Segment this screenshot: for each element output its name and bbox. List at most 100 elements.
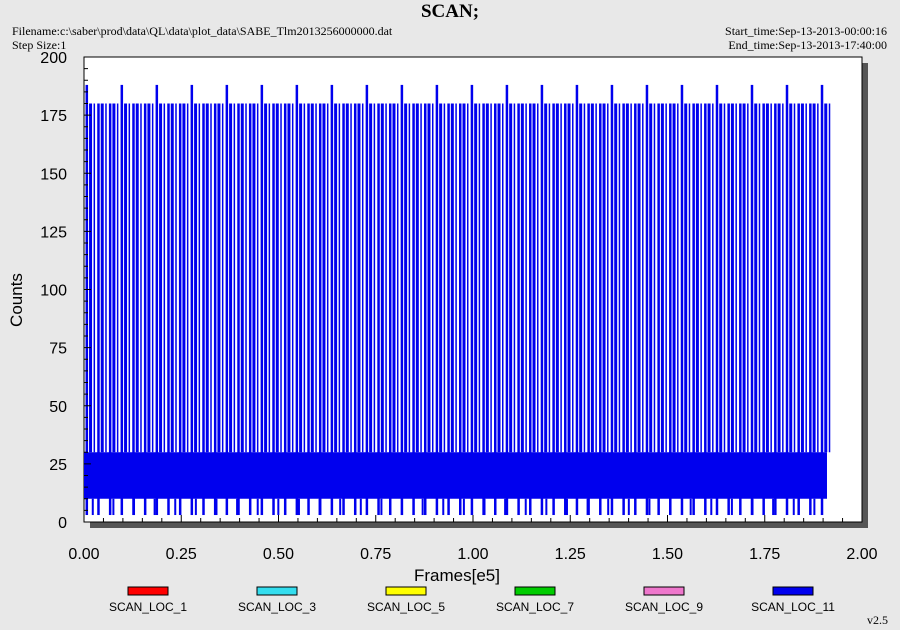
series-scan-loc-11-spike <box>268 103 271 453</box>
x-tick-label: 1.75 <box>749 546 780 563</box>
series-scan-loc-11-spike <box>735 103 737 453</box>
series-scan-loc-11-spike <box>723 103 726 453</box>
series-scan-loc-11-spike <box>202 103 205 516</box>
series-scan-loc-11-spike <box>420 103 422 453</box>
start-time-label: Start_time:Sep-13-2013-00:00:16 <box>725 24 887 38</box>
series-scan-loc-11-spike <box>754 103 758 453</box>
filename-label: Filename:c:\saber\prod\data\QL\data\plot… <box>12 24 393 38</box>
series-scan-loc-11-spike <box>120 84 124 516</box>
series-scan-loc-11-spike <box>537 103 539 453</box>
y-tick-label: 100 <box>40 283 67 300</box>
series-scan-loc-11-spike <box>135 103 139 453</box>
series-scan-loc-11-dip <box>421 498 424 516</box>
series-scan-loc-11-spike <box>427 103 431 453</box>
series-scan-loc-11-spike <box>210 103 212 453</box>
series-scan-loc-11-spike <box>525 103 527 453</box>
series-scan-loc-11-dip <box>133 498 136 516</box>
series-scan-loc-11-spike <box>385 103 387 453</box>
series-scan-loc-11-spike <box>182 103 186 453</box>
x-tick-label: 0.75 <box>360 546 391 563</box>
series-scan-loc-11-spike <box>599 103 602 516</box>
series-scan-loc-11-spike <box>112 103 116 453</box>
series-scan-loc-11-spike <box>260 84 264 516</box>
series-scan-loc-11-spike <box>567 103 571 453</box>
series-scan-loc-11-spike <box>205 103 209 453</box>
series-scan-loc-11-spike <box>151 103 154 453</box>
end-time-label: End_time:Sep-13-2013-17:40:00 <box>728 38 887 52</box>
series-scan-loc-11-dip <box>380 498 383 516</box>
legend-swatch <box>514 586 556 596</box>
series-scan-loc-11-dip <box>174 498 177 516</box>
step-size-label: Step Size:1 <box>12 38 67 52</box>
series-scan-loc-11-spike <box>478 103 481 453</box>
legend-label: SCAN_LOC_1 <box>109 600 187 614</box>
series-scan-loc-11-dip <box>565 498 568 516</box>
series-scan-loc-11-spike <box>657 103 660 516</box>
series-scan-loc-11-spike <box>190 84 194 516</box>
series-scan-loc-11-spike <box>143 103 147 516</box>
series-scan-loc-11-dip <box>710 498 713 516</box>
series-scan-loc-11-spike <box>100 103 104 453</box>
x-tick-label: 0.25 <box>166 546 197 563</box>
series-scan-loc-11-spike <box>560 103 562 453</box>
series-scan-loc-11-spike <box>170 103 174 453</box>
series-scan-loc-11-spike <box>423 103 427 516</box>
series-scan-loc-11-spike <box>159 103 163 453</box>
series-scan-loc-11-spike <box>264 103 268 453</box>
series-scan-loc-11-spike <box>256 103 259 453</box>
series-scan-loc-11-spike <box>642 103 644 453</box>
series-scan-loc-11-dip <box>545 498 548 516</box>
series-scan-loc-11-dip <box>462 498 465 516</box>
series-scan-loc-11-spike <box>93 103 96 453</box>
series-scan-loc-11-spike <box>700 103 702 453</box>
y-tick-label: 25 <box>49 457 67 474</box>
series-scan-loc-11-spike <box>326 103 329 453</box>
series-scan-loc-11-spike <box>357 103 361 453</box>
series-scan-loc-11-spike <box>824 103 828 453</box>
series-scan-loc-11-spike <box>677 103 679 453</box>
series-scan-loc-11-spike <box>482 103 485 516</box>
chart-title: SCAN; <box>420 1 480 22</box>
series-scan-loc-11-spike <box>602 103 606 453</box>
series-scan-loc-11-spike <box>400 84 404 516</box>
series-scan-loc-11-spike <box>540 84 544 516</box>
series-scan-loc-11-spike <box>365 84 369 516</box>
series-scan-loc-11-dip <box>792 498 795 516</box>
series-scan-loc-11-spike <box>474 103 478 453</box>
series-scan-loc-11-spike <box>458 103 462 516</box>
series-scan-loc-11-spike <box>610 84 614 516</box>
series-scan-loc-11-spike <box>272 103 275 516</box>
series-scan-loc-11-spike <box>715 84 719 516</box>
series-scan-loc-11-spike <box>812 103 816 453</box>
version-label: v2.5 <box>867 613 888 627</box>
series-scan-loc-11-spike <box>237 103 240 516</box>
series-scan-loc-11-spike <box>529 103 532 516</box>
series-scan-loc-11-dip <box>504 498 507 516</box>
series-scan-loc-11-spike <box>637 103 641 453</box>
series-scan-loc-11-spike <box>497 103 501 453</box>
series-scan-loc-11-spike <box>544 103 548 453</box>
series-scan-loc-11-dip <box>689 498 692 516</box>
series-scan-loc-11-dip <box>318 498 321 516</box>
series-scan-loc-11-dip <box>524 498 527 516</box>
series-scan-loc-11-spike <box>762 103 765 516</box>
series-scan-loc-11-spike <box>634 103 637 516</box>
series-scan-loc-11-spike <box>128 103 131 453</box>
y-axis-label: Counts <box>7 273 26 327</box>
series-scan-loc-11-spike <box>350 103 352 453</box>
series-scan-loc-11-dip <box>483 498 486 516</box>
series-scan-loc-11-spike <box>213 103 217 516</box>
series-scan-loc-11-spike <box>505 84 509 516</box>
series-scan-loc-11-spike <box>450 103 454 453</box>
legend-swatch <box>127 586 169 596</box>
series-scan-loc-11-spike <box>750 84 754 516</box>
series-scan-loc-11-spike <box>809 103 812 516</box>
series-scan-loc-11-spike <box>817 103 819 453</box>
series-scan-loc-11-spike <box>587 103 590 516</box>
series-scan-loc-11-spike <box>167 103 170 516</box>
series-scan-loc-11-spike <box>653 103 656 453</box>
series-scan-loc-11-spike <box>485 103 489 453</box>
series-scan-loc-11-spike <box>334 103 338 453</box>
series-scan-loc-11-spike <box>575 84 579 516</box>
